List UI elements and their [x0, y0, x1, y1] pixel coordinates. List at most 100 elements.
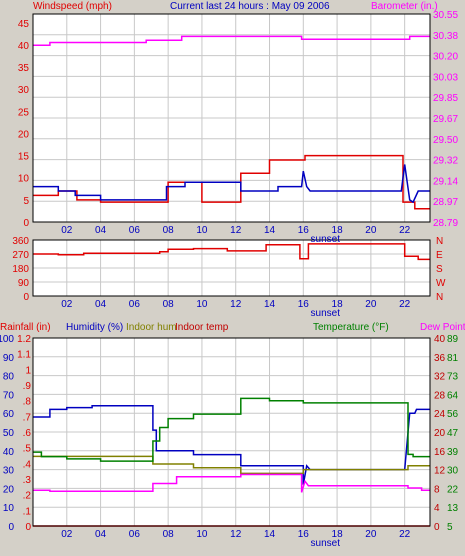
x-tick-label: 06: [129, 225, 141, 236]
compass-tick: N: [436, 236, 443, 247]
temp-f-tick: 73: [447, 372, 459, 383]
indoor-temp-axis-title: Indoor temp: [175, 322, 229, 333]
rainfall-tick: .1: [23, 506, 32, 517]
temp-f-tick: 64: [447, 390, 459, 401]
x-tick-label: 10: [196, 225, 208, 236]
x-tick-label: 04: [95, 529, 107, 540]
temp-c-tick: 32: [434, 372, 446, 383]
x-tick-label: 10: [196, 529, 208, 540]
x-tick-label: 20: [365, 529, 377, 540]
series-indoor_hum: [33, 455, 430, 475]
series-barometer: [33, 35, 430, 47]
rainfall-axis-title: Rainfall (in): [0, 322, 51, 333]
temp-c-tick: 24: [434, 409, 446, 420]
direction-tick: 360: [12, 236, 29, 247]
x-tick-label: 04: [95, 225, 107, 236]
rainfall-tick: .2: [23, 491, 32, 502]
rainfall-tick: .8: [23, 397, 32, 408]
x-tick-label: 12: [230, 225, 242, 236]
barometer-tick: 30.20: [433, 52, 458, 63]
windspeed-tick: 5: [23, 196, 29, 207]
x-tick-label: 02: [61, 299, 73, 310]
temp-c-tick: 16: [434, 447, 446, 458]
temp-c-tick: 4: [434, 503, 440, 514]
barometer-axis-title: Barometer (in.): [371, 1, 438, 12]
x-tick-label: 08: [163, 529, 175, 540]
direction-tick: 0: [23, 292, 29, 303]
x-tick-label: 22: [399, 225, 411, 236]
barometer-tick: 30.03: [433, 72, 458, 83]
temp-f-tick: 22: [447, 484, 459, 495]
temp-c-tick: 12: [434, 466, 446, 477]
temp-f-tick: 13: [447, 503, 459, 514]
x-tick-label: 20: [365, 225, 377, 236]
temp-f-tick: 56: [447, 409, 459, 420]
indoor-hum-axis-title: Indoor hum: [126, 322, 177, 333]
windspeed-tick: 30: [18, 85, 30, 96]
x-tick-label: 16: [298, 225, 310, 236]
temp-c-tick: 20: [434, 428, 446, 439]
rainfall-tick: 1.2: [17, 334, 31, 345]
x-tick-label: 06: [129, 299, 141, 310]
x-tick-label: 20: [365, 299, 377, 310]
x-tick-label: 02: [61, 225, 73, 236]
x-tick-label: 18: [332, 299, 344, 310]
x-tick-label: 16: [298, 299, 310, 310]
temp-f-tick: 89: [447, 334, 459, 345]
x-tick-label: 06: [129, 529, 141, 540]
series-gust: [33, 164, 430, 204]
series-humidity: [33, 404, 430, 485]
windspeed-tick: 35: [18, 63, 30, 74]
barometer-tick: 29.32: [433, 156, 458, 167]
series-direction: [33, 243, 430, 261]
x-tick-label: 16: [298, 529, 310, 540]
sunset-note: sunset: [311, 234, 341, 245]
barometer-tick: 28.79: [433, 218, 458, 229]
plot-frame-3: [32, 337, 431, 527]
humidity-tick: 60: [3, 409, 15, 420]
humidity-tick: 80: [3, 372, 15, 383]
barometer-tick: 29.85: [433, 93, 458, 104]
compass-tick: E: [436, 250, 443, 261]
temp-f-tick: 30: [447, 466, 459, 477]
x-tick-label: 22: [399, 299, 411, 310]
windspeed-tick: 25: [18, 107, 30, 118]
temp-c-tick: 36: [434, 353, 446, 364]
humidity-tick: 20: [3, 484, 15, 495]
compass-tick: N: [436, 292, 443, 303]
barometer-tick: 30.55: [433, 10, 458, 21]
rainfall-tick: .4: [23, 459, 32, 470]
sunset-note: sunset: [311, 308, 341, 319]
x-tick-label: 14: [264, 529, 276, 540]
humidity-tick: 100: [0, 334, 14, 345]
windspeed-tick: 10: [18, 174, 30, 185]
humidity-tick: 10: [3, 503, 15, 514]
rainfall-tick: 1.1: [17, 350, 31, 361]
humidity-axis-title: Humidity (%): [66, 322, 123, 333]
x-tick-label: 12: [230, 529, 242, 540]
windspeed-tick: 0: [23, 218, 29, 229]
series-dew_point: [33, 473, 430, 493]
x-tick-label: 18: [332, 529, 344, 540]
direction-tick: 270: [12, 250, 29, 261]
x-tick-label: 14: [264, 225, 276, 236]
humidity-tick: 50: [3, 428, 15, 439]
rainfall-tick: .3: [23, 475, 32, 486]
windspeed-tick: 45: [18, 19, 30, 30]
rainfall-tick: .5: [23, 444, 32, 455]
plot-frame-2: [32, 239, 431, 297]
temperature-axis-title: Temperature (°F): [313, 322, 389, 333]
barometer-tick: 29.50: [433, 135, 458, 146]
series-temperature: [33, 397, 430, 462]
windspeed-axis-title: Windspeed (mph): [33, 1, 112, 12]
x-tick-label: 14: [264, 299, 276, 310]
dew-point-axis-title: Dew Point: [420, 322, 465, 333]
chart-title: Current last 24 hours : May 09 2006: [170, 1, 330, 12]
rainfall-tick: .7: [23, 412, 32, 423]
rainfall-tick: 0: [25, 522, 31, 533]
temp-f-tick: 47: [447, 428, 459, 439]
plot-frame-1: [32, 13, 431, 223]
windspeed-tick: 40: [18, 41, 30, 52]
windspeed-tick: 20: [18, 129, 30, 140]
